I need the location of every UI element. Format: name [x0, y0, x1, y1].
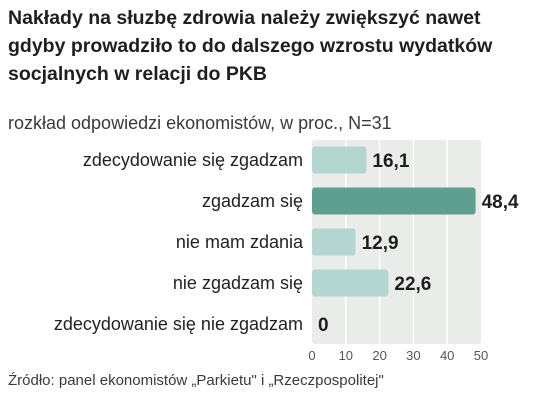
bars	[312, 146, 476, 297]
value-label: 48,4	[482, 192, 519, 213]
bar-chart: zdecydowanie się zgadzam zgadzam się nie m…	[54, 140, 519, 363]
bar	[312, 146, 367, 174]
chart-title: Nakłady na słuzbę zdrowia należy zwiększ…	[8, 7, 493, 85]
x-axis-ticks: 0 10 20 30 40 50	[308, 348, 488, 363]
category-labels: zdecydowanie się zgadzam zgadzam się nie m…	[54, 150, 304, 334]
value-label: 12,9	[362, 233, 399, 254]
value-labels: 16,1 48,4 12,9 22,6 0	[318, 151, 519, 336]
bar	[312, 228, 356, 256]
value-label: 0	[318, 315, 329, 336]
tick-label: 50	[474, 348, 488, 363]
tick-label: 0	[308, 348, 315, 363]
category-label: zdecydowanie się zgadzam	[83, 150, 303, 170]
category-label: zgadzam się	[202, 191, 303, 211]
tick-label: 40	[440, 348, 454, 363]
tick-label: 10	[339, 348, 353, 363]
bar	[312, 187, 476, 215]
value-label: 16,1	[372, 151, 409, 172]
bar	[312, 269, 389, 297]
category-label: zdecydowanie się nie zgadzam	[54, 314, 303, 334]
tick-label: 20	[372, 348, 386, 363]
category-label: nie mam zdania	[176, 232, 304, 252]
chart-subtitle: rozkład odpowiedzi ekonomistów, w proc.,…	[8, 113, 392, 133]
value-label: 22,6	[394, 274, 431, 295]
source-note: Źródło: panel ekonomistów „Parkietu" i „…	[8, 372, 384, 389]
category-label: nie zgadzam się	[173, 273, 303, 293]
tick-label: 30	[406, 348, 420, 363]
